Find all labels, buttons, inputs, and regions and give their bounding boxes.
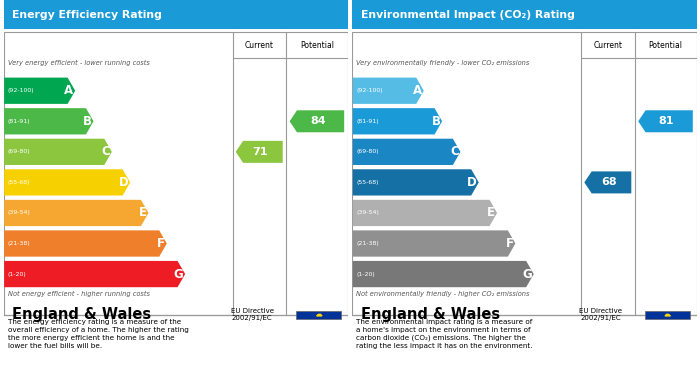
Text: Energy Efficiency Rating: Energy Efficiency Rating [12, 10, 162, 20]
Text: Not environmentally friendly - higher CO₂ emissions: Not environmentally friendly - higher CO… [356, 291, 530, 298]
Polygon shape [584, 171, 631, 194]
Text: Not energy efficient - higher running costs: Not energy efficient - higher running co… [8, 291, 150, 298]
Text: Current: Current [594, 41, 622, 50]
Polygon shape [4, 77, 75, 104]
Bar [296, 311, 341, 319]
Text: G: G [522, 267, 532, 281]
Polygon shape [236, 141, 283, 163]
Polygon shape [4, 230, 167, 256]
Bar [352, 32, 696, 315]
Polygon shape [353, 77, 424, 104]
Polygon shape [4, 261, 185, 287]
Text: 84: 84 [310, 116, 326, 126]
Text: (1-20): (1-20) [356, 272, 375, 276]
Text: Potential: Potential [300, 41, 334, 50]
Text: Current: Current [245, 41, 274, 50]
Text: (92-100): (92-100) [356, 88, 383, 93]
Text: Potential: Potential [648, 41, 682, 50]
Text: B: B [83, 115, 92, 128]
Polygon shape [353, 261, 533, 287]
Text: D: D [468, 176, 477, 189]
Text: England & Wales: England & Wales [12, 307, 151, 322]
Text: G: G [174, 267, 183, 281]
Text: E: E [139, 206, 147, 219]
Text: (92-100): (92-100) [8, 88, 34, 93]
Text: (81-91): (81-91) [8, 119, 30, 124]
Text: (1-20): (1-20) [8, 272, 27, 276]
Polygon shape [353, 200, 497, 226]
Text: 68: 68 [601, 178, 617, 187]
Bar [352, 0, 696, 29]
Polygon shape [353, 169, 479, 196]
Text: F: F [157, 237, 165, 250]
Bar [645, 311, 690, 319]
Text: D: D [119, 176, 128, 189]
Text: C: C [102, 145, 110, 158]
Text: (55-68): (55-68) [8, 180, 30, 185]
Text: A: A [64, 84, 74, 97]
Text: B: B [431, 115, 440, 128]
Text: (69-80): (69-80) [356, 149, 379, 154]
Text: The energy efficiency rating is a measure of the
overall efficiency of a home. T: The energy efficiency rating is a measur… [8, 319, 188, 349]
Text: (81-91): (81-91) [356, 119, 379, 124]
Bar [4, 0, 348, 29]
Polygon shape [4, 139, 112, 165]
Polygon shape [353, 108, 442, 135]
Text: Environmental Impact (CO₂) Rating: Environmental Impact (CO₂) Rating [360, 10, 575, 20]
Text: C: C [450, 145, 459, 158]
Polygon shape [290, 110, 344, 132]
Text: E: E [487, 206, 496, 219]
Polygon shape [638, 110, 693, 132]
Polygon shape [4, 108, 94, 135]
Text: 71: 71 [253, 147, 268, 157]
Text: England & Wales: England & Wales [360, 307, 500, 322]
Text: (55-68): (55-68) [356, 180, 379, 185]
Text: (39-54): (39-54) [356, 210, 379, 215]
Polygon shape [353, 230, 515, 256]
Text: EU Directive
2002/91/EC: EU Directive 2002/91/EC [231, 308, 274, 321]
Text: (39-54): (39-54) [8, 210, 31, 215]
Text: F: F [505, 237, 514, 250]
Polygon shape [4, 169, 130, 196]
Text: 81: 81 [659, 116, 674, 126]
Text: (21-38): (21-38) [8, 241, 30, 246]
Polygon shape [353, 139, 461, 165]
Polygon shape [4, 200, 148, 226]
Text: EU Directive
2002/91/EC: EU Directive 2002/91/EC [580, 308, 622, 321]
Text: Very environmentally friendly - lower CO₂ emissions: Very environmentally friendly - lower CO… [356, 60, 530, 66]
Bar [4, 32, 348, 315]
Text: The environmental impact rating is a measure of
a home's impact on the environme: The environmental impact rating is a mea… [356, 319, 533, 349]
Text: (21-38): (21-38) [356, 241, 379, 246]
Text: (69-80): (69-80) [8, 149, 30, 154]
Text: A: A [413, 84, 422, 97]
Text: Very energy efficient - lower running costs: Very energy efficient - lower running co… [8, 60, 150, 66]
